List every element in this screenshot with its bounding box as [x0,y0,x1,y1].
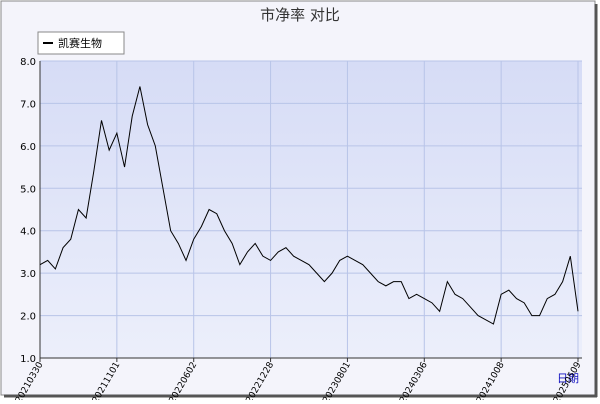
legend-entry: 凯赛生物 [43,36,102,50]
y-tick-label: 2.0 [20,312,36,323]
y-tick-label: 7.0 [20,99,36,110]
x-axis-label: 日期 [557,372,579,385]
y-tick-label: 8.0 [20,57,36,68]
y-tick-label: 6.0 [20,142,36,153]
y-tick-label: 4.0 [20,227,36,238]
legend-label: 凯赛生物 [58,36,102,50]
data-line [39,86,579,325]
chart-title: 市净率 对比 [260,6,340,24]
y-tick-label: 1.0 [20,354,36,365]
legend [37,31,125,55]
plot-area [40,61,582,358]
y-tick-label: 5.0 [20,184,36,195]
y-tick-label: 3.0 [20,269,36,280]
